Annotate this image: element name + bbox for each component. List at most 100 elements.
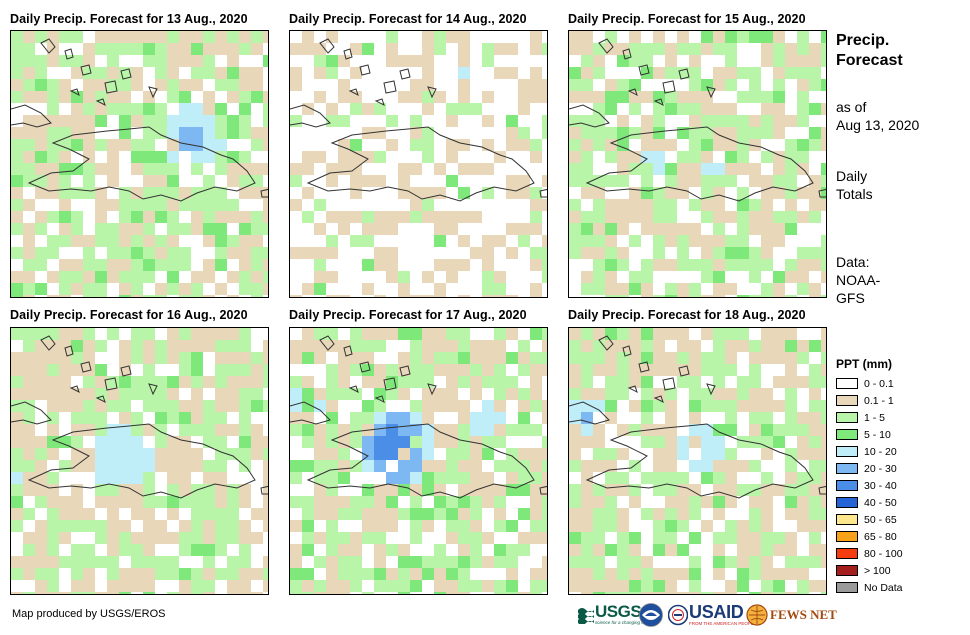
grid-cell [386, 259, 398, 271]
grid-cell [482, 115, 494, 127]
grid-cell [785, 115, 797, 127]
grid-cell [302, 163, 314, 175]
map-title-line1: Precip. [836, 32, 890, 49]
fewsnet-globe-icon [746, 604, 768, 626]
grid-cell [641, 199, 653, 211]
grid-cell [506, 460, 518, 472]
grid-cell [131, 199, 143, 211]
grid-cell [23, 283, 35, 295]
grid-cell [374, 448, 386, 460]
grid-cell [167, 55, 179, 67]
grid-cell [677, 283, 689, 295]
grid-cell [737, 376, 749, 388]
grid-cell [605, 460, 617, 472]
grid-cell [410, 508, 422, 520]
grid-cell [251, 79, 263, 91]
grid-cell [35, 67, 47, 79]
grid-cell [179, 472, 191, 484]
grid-cell [773, 91, 785, 103]
grid-cell [59, 223, 71, 235]
grid-cell [569, 43, 581, 55]
legend-swatch [836, 565, 858, 576]
grid-cell [761, 388, 773, 400]
legend-item: 5 - 10 [836, 428, 891, 441]
grid-cell [761, 223, 773, 235]
grid-cell [470, 103, 482, 115]
grid-cell [542, 175, 547, 187]
grid-cell [617, 115, 629, 127]
grid-cell [605, 544, 617, 556]
grid-cell [410, 424, 422, 436]
grid-cell [35, 484, 47, 496]
grid-cell [506, 472, 518, 484]
grid-cell [83, 271, 95, 283]
grid-cell [302, 211, 314, 223]
grid-cell [458, 235, 470, 247]
legend-swatch [836, 412, 858, 423]
forecast-map-6 [568, 327, 827, 595]
grid-cell [422, 43, 434, 55]
data-line2: NOAA- [836, 272, 881, 288]
grid-cell [494, 283, 506, 295]
grid-cell [131, 460, 143, 472]
grid-cell [59, 496, 71, 508]
grid-cell [83, 283, 95, 295]
grid-cell [374, 400, 386, 412]
grid-cell [338, 532, 350, 544]
grid-cell [617, 544, 629, 556]
legend-label: 80 - 100 [864, 547, 903, 560]
grid-cell [374, 211, 386, 223]
grid-cell [713, 259, 725, 271]
grid-cell [785, 55, 797, 67]
grid-cell [458, 295, 470, 297]
grid-cell [326, 364, 338, 376]
grid-cell [191, 364, 203, 376]
grid-cell [410, 127, 422, 139]
grid-cell [569, 568, 581, 580]
grid-cell [107, 376, 119, 388]
legend-label: 0 - 0.1 [864, 377, 894, 390]
grid-cell [263, 472, 268, 484]
grid-cell [83, 376, 95, 388]
grid-cell [482, 376, 494, 388]
grid-cell [422, 412, 434, 424]
grid-cell [143, 400, 155, 412]
bahamas-islet-outline [678, 68, 690, 80]
grid-cell [35, 448, 47, 460]
grid-cell [374, 175, 386, 187]
grid-cell [119, 496, 131, 508]
grid-cell [725, 556, 737, 568]
grid-cell [83, 247, 95, 259]
grid-cell [167, 175, 179, 187]
grid-cell [143, 448, 155, 460]
grid-cell [641, 508, 653, 520]
grid-cell [821, 424, 826, 436]
grid-cell [689, 508, 701, 520]
grid-cell [374, 484, 386, 496]
grid-cell [203, 91, 215, 103]
grid-cell [47, 31, 59, 43]
grid-cell [131, 43, 143, 55]
grid-cell [167, 436, 179, 448]
grid-cell [35, 352, 47, 364]
grid-cell [506, 520, 518, 532]
grid-cell [653, 223, 665, 235]
grid-cell [83, 568, 95, 580]
grid-cell [35, 592, 47, 594]
grid-cell [506, 295, 518, 297]
grid-cell [434, 484, 446, 496]
grid-cell [737, 328, 749, 340]
grid-cell [821, 31, 826, 43]
grid-cell [617, 568, 629, 580]
grid-cell [83, 295, 95, 297]
grid-cell [446, 31, 458, 43]
grid-cell [785, 376, 797, 388]
grid-cell [542, 496, 547, 508]
grid-cell [386, 580, 398, 592]
grid-cell [374, 388, 386, 400]
grid-cell [338, 211, 350, 223]
grid-cell [689, 103, 701, 115]
grid-cell [773, 424, 785, 436]
grid-cell [410, 55, 422, 67]
grid-cell [119, 295, 131, 297]
